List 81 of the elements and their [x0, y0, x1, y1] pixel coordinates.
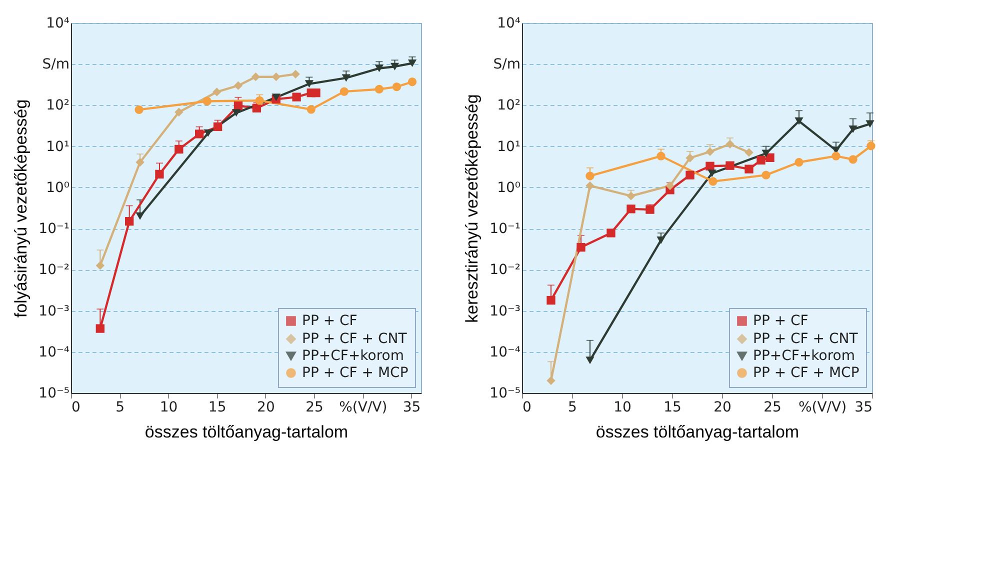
point [96, 324, 104, 333]
point [306, 105, 316, 114]
y-axis-title: keresztirányú vezetőképesség [462, 94, 482, 323]
point [212, 88, 222, 96]
y-tick-label: 10² [497, 98, 520, 114]
legend-label: PP + CF + MCP [753, 365, 860, 381]
point [202, 96, 212, 106]
x-tick-label: 35 [402, 400, 421, 416]
x-axis-title: összes töltőanyag-tartalom [596, 422, 800, 442]
x-tick-label: 15 [664, 400, 682, 416]
y-tick-label: 10⁻⁵ [490, 386, 520, 402]
x-tick-label: 0 [72, 400, 80, 416]
point [374, 64, 384, 72]
y-tick-label: S/m [493, 56, 520, 73]
point [125, 216, 134, 226]
x-tick-label: 25 [764, 400, 782, 416]
point [255, 96, 264, 105]
y-tick-label: 10⁻² [490, 262, 520, 278]
x-axis-title: összes töltőanyag-tartalom [144, 422, 348, 442]
y-tick-label: 10⁴ [497, 16, 521, 32]
point [155, 170, 164, 179]
x-tick-label: %(V/V) [339, 400, 388, 416]
y-tick-label: 10⁰ [497, 180, 521, 196]
y-tick-label: 10⁻¹ [490, 221, 520, 238]
x-tick-label: 5 [116, 400, 125, 416]
point [342, 74, 350, 82]
point [136, 158, 144, 167]
y-tick-label: 10¹ [46, 138, 70, 155]
x-tick-label: 35 [854, 400, 872, 416]
legend-label: PP + CF [753, 313, 808, 329]
y-tick-label: 10⁻⁵ [38, 386, 70, 402]
legend-label: PP + CF [302, 313, 358, 329]
y-tick-label: 10¹ [497, 138, 520, 155]
legend-label: PP+CF+korom [753, 348, 855, 364]
point [272, 72, 280, 82]
point [408, 59, 417, 67]
point [136, 212, 144, 220]
point [195, 130, 204, 138]
point [408, 78, 417, 86]
point [312, 88, 320, 98]
y-tick-label: 10⁻³ [38, 303, 70, 320]
y-tick-label: S/m [42, 56, 70, 73]
point [174, 144, 184, 154]
legend-label: PP+CF+korom [302, 348, 404, 364]
y-tick-label: 10⁻⁴ [490, 344, 521, 360]
point [234, 81, 243, 90]
legend-label: PP + CF + CNT [302, 331, 408, 347]
x-tick-label: 5 [568, 400, 577, 416]
y-tick-label: 10² [46, 98, 70, 114]
y-tick-label: 10⁻¹ [38, 221, 70, 238]
point [272, 94, 280, 102]
x-tick-label: 20 [257, 400, 275, 416]
y-tick-label: 10⁻² [38, 262, 70, 278]
point [96, 261, 104, 270]
point [213, 122, 222, 132]
legend-label: PP + CF + MCP [302, 365, 408, 381]
point [292, 92, 301, 102]
point [204, 129, 212, 137]
point [392, 82, 402, 92]
x-tick-label: 25 [306, 400, 324, 416]
x-tick-label: 15 [208, 400, 226, 416]
point [374, 84, 384, 94]
point [291, 70, 300, 78]
point [232, 109, 241, 117]
x-tick-label: 10 [160, 400, 178, 416]
y-tick-label: 10⁴ [46, 16, 70, 32]
x-tick-label: 10 [614, 400, 632, 416]
y-tick-label: 10⁻³ [490, 303, 520, 320]
x-tick-label: 0 [522, 400, 532, 416]
x-tick-label: %(V/V) [798, 400, 847, 416]
y-axis-title: folyásirányú vezetőképesség [12, 99, 31, 318]
y-tick-label: 10⁰ [46, 180, 70, 196]
point [134, 105, 144, 114]
legend-label: PP + CF + CNT [753, 331, 858, 347]
point [304, 80, 314, 88]
point [340, 87, 349, 96]
x-tick-label: 20 [714, 400, 732, 416]
y-tick-label: 10⁻⁴ [38, 344, 70, 360]
point [252, 104, 262, 112]
point [174, 108, 184, 116]
point [390, 62, 400, 70]
